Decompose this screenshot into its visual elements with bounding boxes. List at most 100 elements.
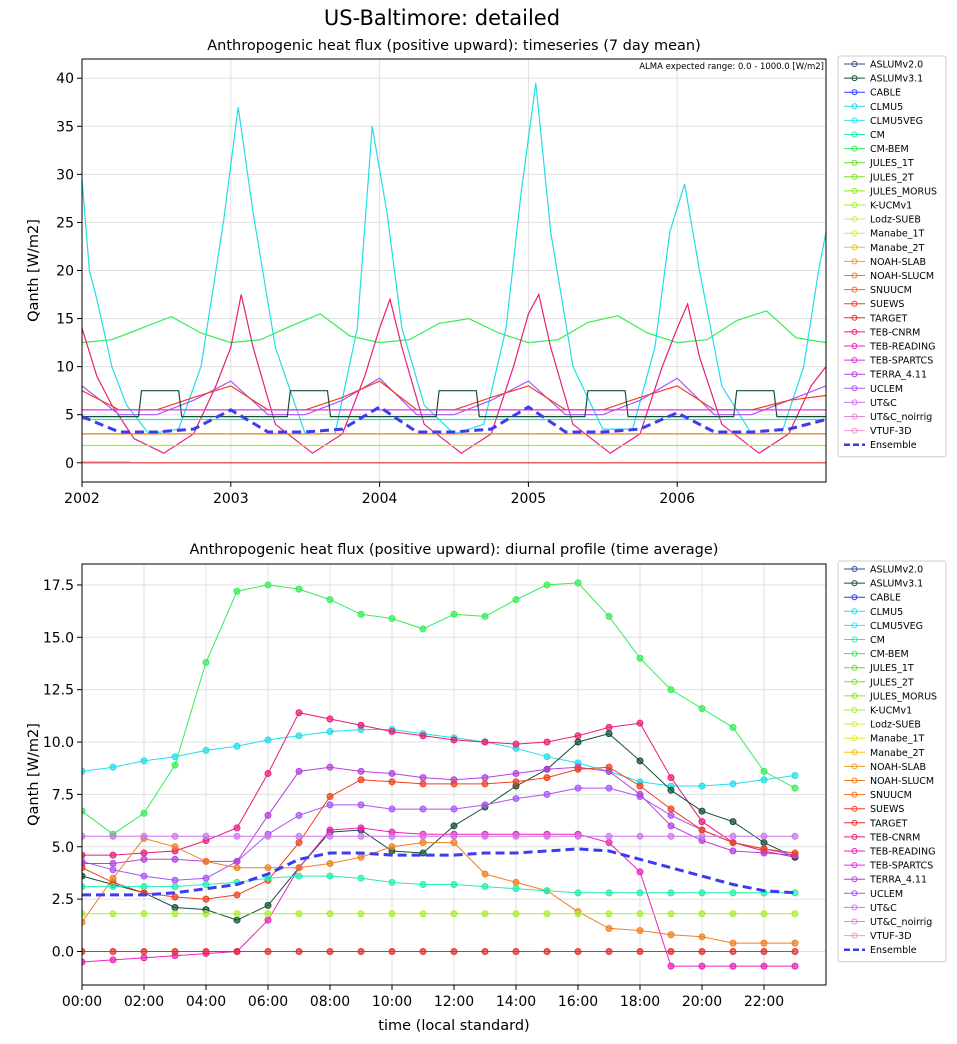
data-point (729, 832, 737, 840)
series-aslumv3-1 (82, 390, 826, 418)
legend-entry-target: TARGET (844, 818, 908, 829)
y-tick-label: 0 (65, 456, 74, 472)
data-point (481, 832, 489, 840)
legend-entry-cm: CM (844, 635, 885, 646)
data-point (357, 776, 365, 784)
data-point (729, 839, 737, 847)
data-point (82, 864, 86, 872)
y-tick-label: 40 (56, 71, 74, 87)
data-point (574, 732, 582, 740)
x-tick-label: 2003 (213, 491, 249, 507)
data-point (140, 757, 148, 765)
legend-entry-teb-spartcs: TEB-SPARTCS (844, 356, 933, 367)
series-line-teb-cnrm (82, 292, 826, 454)
data-point (233, 587, 241, 595)
data-point (357, 610, 365, 618)
data-point (698, 933, 706, 941)
legend-marker (851, 75, 858, 82)
data-point (233, 742, 241, 750)
legend-entry-cm-bem: CM-BEM (844, 144, 909, 155)
chart-panel-1: Anthropogenic heat flux (positive upward… (26, 38, 947, 507)
data-point (574, 889, 582, 897)
data-point (357, 910, 365, 918)
legend-entry-clmu5: CLMU5 (844, 607, 903, 618)
legend-marker (851, 862, 858, 869)
data-point (82, 883, 86, 891)
series-line-teb-cnrm (82, 712, 796, 858)
data-point (326, 715, 334, 723)
data-point (388, 947, 396, 955)
data-point (388, 843, 396, 851)
data-point (729, 947, 737, 955)
legend-entry-ut-c: UT&C (844, 903, 897, 914)
legend: ASLUMv2.0 ASLUMv3.1 CABLE CLMU5 CLMU5VEG CM CM… (837, 55, 947, 458)
x-tick-label: 04:00 (186, 994, 226, 1010)
legend-marker (851, 932, 858, 939)
data-point (109, 874, 117, 882)
legend-marker (851, 202, 858, 208)
legend-marker (851, 103, 858, 110)
legend-marker (851, 343, 858, 349)
data-point (326, 826, 334, 834)
legend-label: SNUUCM (870, 790, 912, 801)
data-point (140, 947, 148, 955)
data-point (326, 872, 334, 880)
data-point (82, 807, 86, 815)
legend-entry-teb-cnrm: TEB-CNRM (844, 327, 920, 338)
data-point (667, 910, 675, 918)
data-point (543, 910, 551, 918)
series-clmu5 (82, 725, 799, 790)
data-point (512, 947, 520, 955)
y-tick-label: 30 (56, 167, 74, 183)
data-point (82, 958, 86, 966)
data-point (233, 916, 241, 924)
data-point (450, 805, 458, 813)
legend-label: CM-BEM (870, 649, 909, 660)
data-point (419, 805, 427, 813)
legend-label: CABLE (870, 593, 901, 604)
data-point (605, 723, 613, 731)
data-point (636, 757, 644, 765)
data-point (109, 832, 117, 840)
data-point (233, 824, 241, 832)
data-point (171, 947, 179, 955)
legend-marker (851, 622, 858, 629)
legend-marker (851, 258, 858, 265)
data-point (729, 962, 737, 970)
data-point (791, 832, 799, 840)
data-point (481, 780, 489, 788)
data-point (82, 851, 86, 859)
data-point (171, 753, 179, 761)
data-point (698, 832, 706, 840)
data-point (729, 889, 737, 897)
data-point (109, 860, 117, 868)
data-point (760, 832, 768, 840)
series-k-ucmv1 (82, 910, 799, 918)
data-point (450, 910, 458, 918)
data-point (667, 889, 675, 897)
data-point (512, 740, 520, 748)
data-point (698, 947, 706, 955)
data-point (481, 870, 489, 878)
x-tick-label: 12:00 (434, 994, 474, 1010)
data-point (109, 851, 117, 859)
legend-label: ASLUMv2.0 (870, 565, 923, 576)
data-point (450, 947, 458, 955)
data-point (760, 839, 768, 847)
data-point (512, 795, 520, 803)
data-point (636, 889, 644, 897)
legend-label: UT&C_noirrig (870, 917, 932, 928)
plot-frame (81, 563, 827, 986)
chart-title: Anthropogenic heat flux (positive upward… (190, 542, 719, 558)
data-point (357, 874, 365, 882)
data-point (202, 857, 210, 865)
legend-label: VTUF-3D (870, 426, 912, 437)
series-cm-bem (82, 579, 799, 838)
data-point (82, 918, 86, 926)
data-point (109, 883, 117, 891)
legend-marker (851, 848, 858, 854)
data-point (264, 901, 272, 909)
legend-marker (851, 314, 858, 321)
legend-marker (851, 664, 858, 671)
legend-entry-jules-2t: JULES_2T (844, 677, 914, 688)
